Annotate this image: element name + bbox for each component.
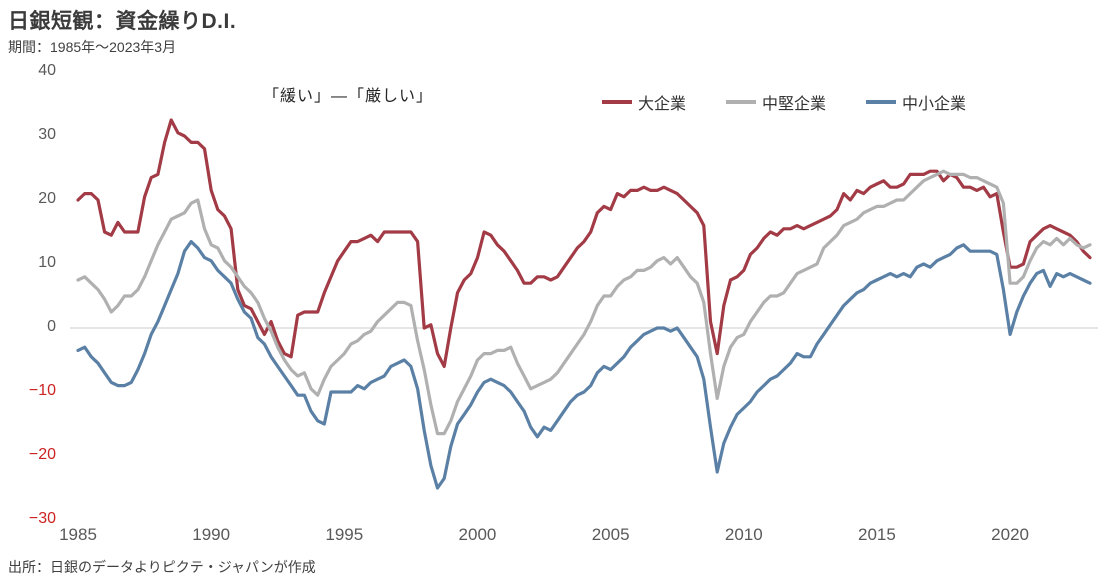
- x-tick-label: 2015: [858, 525, 896, 544]
- legend-item-medium-enterprises: 中堅企業: [726, 90, 826, 114]
- axis-annotation-easy-tight: 「緩い」―「厳しい」: [263, 88, 434, 105]
- page-title: 日銀短観：資金繰りD.I.: [8, 10, 237, 33]
- legend-label-small-enterprises: 中小企業: [902, 96, 967, 113]
- y-tick-label: −30: [28, 510, 56, 527]
- series-line-medium-enterprises: [76, 169, 1092, 436]
- series-line-small-enterprises: [76, 240, 1092, 490]
- x-tick-label: 2000: [458, 525, 497, 544]
- legend-label-large-enterprises: 大企業: [638, 96, 687, 113]
- chart-subtitle-period: 期間：1985年～2023年3月: [8, 39, 177, 55]
- legend-item-small-enterprises: 中小企業: [866, 90, 966, 114]
- legend: 大企業 中堅企業 中小企業: [602, 90, 966, 114]
- legend-item-large-enterprises: 大企業: [602, 90, 686, 114]
- legend-swatch-large-enterprises-icon: [602, 100, 632, 104]
- y-tick-label: 30: [38, 126, 56, 143]
- y-tick-label: −10: [28, 382, 56, 399]
- x-tick-label: 1995: [325, 525, 364, 544]
- y-tick-label: 40: [38, 62, 56, 79]
- x-tick-label: 2020: [991, 525, 1029, 544]
- x-tick-label: 2005: [591, 525, 630, 544]
- series-line-large-enterprises: [76, 118, 1092, 368]
- y-tick-label: 20: [38, 190, 56, 207]
- legend-swatch-medium-enterprises-icon: [726, 100, 757, 104]
- legend-swatch-small-enterprises-icon: [866, 100, 897, 104]
- y-tick-label: 10: [38, 254, 56, 271]
- y-tick-label: 0: [47, 318, 56, 335]
- legend-label-medium-enterprises: 中堅企業: [762, 96, 827, 113]
- x-tick-label: 2010: [724, 525, 763, 544]
- y-tick-label: −20: [28, 446, 56, 463]
- source-note: 出所：日銀のデータよりピクテ・ジャパンが作成: [8, 559, 316, 575]
- x-tick-label: 1990: [192, 525, 231, 544]
- x-tick-label: 1985: [59, 525, 97, 544]
